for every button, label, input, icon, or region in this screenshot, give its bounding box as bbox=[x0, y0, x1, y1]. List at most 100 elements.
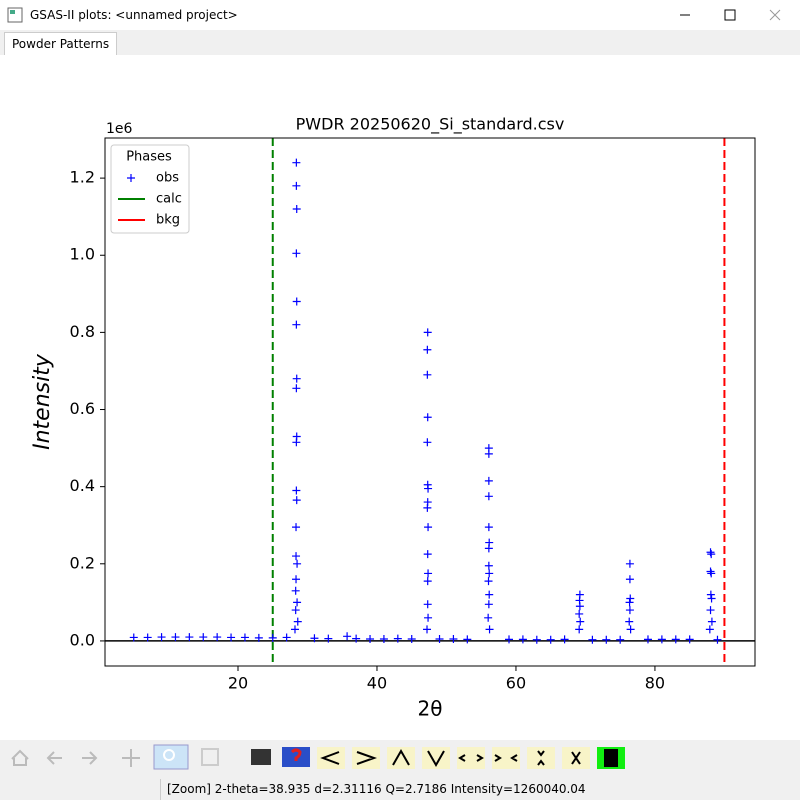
point bbox=[423, 550, 432, 559]
point bbox=[129, 633, 138, 642]
point bbox=[713, 635, 722, 644]
y-tick-label: 1.2 bbox=[70, 168, 95, 187]
point bbox=[484, 613, 493, 622]
point bbox=[423, 413, 432, 422]
x-tick-label: 40 bbox=[367, 674, 387, 693]
vertical-button[interactable] bbox=[527, 747, 555, 769]
point bbox=[292, 320, 301, 329]
legend-label: obs bbox=[156, 171, 179, 186]
home-button[interactable] bbox=[11, 749, 29, 766]
chart-title: PWDR 20250620_Si_standard.csv bbox=[296, 115, 565, 135]
point bbox=[705, 625, 714, 634]
y-tick-label: 0.0 bbox=[70, 630, 95, 649]
x-tick-label: 60 bbox=[506, 674, 526, 693]
point bbox=[424, 613, 433, 622]
point bbox=[424, 523, 433, 532]
point bbox=[423, 503, 432, 512]
point bbox=[532, 635, 541, 644]
maximize-button[interactable] bbox=[724, 9, 736, 21]
point bbox=[290, 625, 299, 634]
point bbox=[575, 602, 584, 611]
point bbox=[706, 548, 715, 557]
point bbox=[293, 559, 302, 568]
x-axis-label: 2θ bbox=[418, 697, 443, 721]
point bbox=[484, 476, 493, 485]
point bbox=[560, 635, 569, 644]
point bbox=[423, 625, 432, 634]
point bbox=[292, 384, 301, 393]
point bbox=[625, 617, 634, 626]
point bbox=[423, 328, 432, 337]
key-button[interactable] bbox=[251, 749, 271, 765]
close-button[interactable] bbox=[769, 9, 781, 21]
toolbar-bg bbox=[4, 741, 628, 771]
toolbar bbox=[4, 741, 628, 771]
x-tick-label: 80 bbox=[645, 674, 665, 693]
point bbox=[671, 635, 680, 644]
title-bar: GSAS-II plots: <unnamed project> bbox=[0, 0, 800, 30]
zoom-icon bbox=[163, 749, 175, 761]
point bbox=[292, 552, 301, 561]
y-axis-label: Intensity bbox=[30, 353, 55, 450]
legend-label: calc bbox=[156, 192, 182, 207]
point bbox=[484, 600, 493, 609]
tab-bar: Powder Patterns bbox=[0, 30, 800, 55]
point bbox=[484, 544, 493, 553]
point bbox=[707, 594, 716, 603]
point bbox=[407, 635, 416, 644]
plot-frame bbox=[104, 137, 756, 667]
point bbox=[685, 635, 694, 644]
point bbox=[291, 606, 300, 615]
series bbox=[129, 158, 722, 644]
y-tick-label: 0.8 bbox=[70, 322, 95, 341]
point bbox=[485, 569, 494, 578]
point bbox=[435, 635, 444, 644]
point bbox=[484, 492, 493, 501]
point bbox=[625, 598, 634, 607]
status-bar: [Zoom] 2-theta=38.935 d=2.31116 Q=2.7186… bbox=[160, 779, 800, 800]
back-button[interactable] bbox=[46, 751, 62, 765]
legend-title: Phases bbox=[126, 150, 172, 165]
point bbox=[602, 635, 611, 644]
zoom-button[interactable] bbox=[153, 744, 189, 770]
point bbox=[310, 634, 319, 643]
point bbox=[423, 600, 432, 609]
point bbox=[352, 634, 361, 643]
point bbox=[268, 633, 277, 642]
y-tick-label: 0.6 bbox=[70, 399, 95, 418]
point bbox=[293, 598, 302, 607]
point bbox=[227, 633, 236, 642]
point bbox=[379, 635, 388, 644]
point bbox=[449, 635, 458, 644]
x-tick-label: 20 bbox=[228, 674, 248, 693]
expand-button[interactable] bbox=[457, 747, 485, 769]
point bbox=[588, 635, 597, 644]
point bbox=[292, 486, 301, 495]
point bbox=[254, 633, 263, 642]
point bbox=[423, 345, 432, 354]
point bbox=[292, 438, 301, 447]
point bbox=[707, 569, 716, 578]
point bbox=[171, 633, 180, 642]
y-offset-label: 1e6 bbox=[106, 121, 133, 137]
y-tick-label: 0.4 bbox=[70, 476, 95, 495]
y-tick-label: 1.0 bbox=[70, 245, 95, 264]
save-button[interactable] bbox=[201, 748, 219, 766]
help-icon bbox=[290, 748, 302, 761]
point bbox=[423, 577, 432, 586]
point bbox=[518, 635, 527, 644]
tab[interactable]: Powder Patterns bbox=[4, 32, 118, 55]
contract-button[interactable] bbox=[492, 747, 520, 769]
forward-button[interactable] bbox=[82, 751, 98, 765]
point bbox=[292, 523, 301, 532]
point bbox=[576, 617, 585, 626]
point bbox=[199, 633, 208, 642]
point bbox=[343, 632, 352, 641]
pan-button[interactable] bbox=[122, 749, 140, 767]
point bbox=[505, 635, 514, 644]
legend-label: bkg bbox=[156, 213, 180, 228]
point bbox=[423, 370, 432, 379]
point bbox=[292, 575, 301, 584]
point bbox=[292, 181, 301, 190]
